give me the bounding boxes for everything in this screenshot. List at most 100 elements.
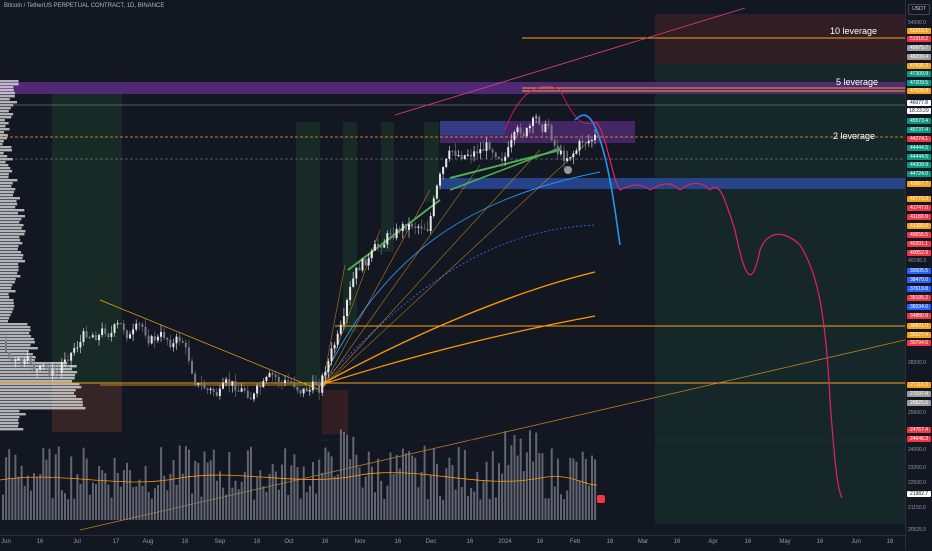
volume-bar bbox=[476, 471, 479, 520]
price-label: 39505.5 bbox=[907, 268, 931, 275]
candle-body bbox=[330, 348, 333, 362]
volume-profile-bar bbox=[0, 317, 10, 320]
volume-profile-bar bbox=[0, 308, 14, 311]
volume-profile-bar bbox=[0, 200, 17, 203]
flag-icon bbox=[597, 495, 605, 503]
candle-body bbox=[163, 331, 166, 339]
time-label: 16 bbox=[536, 539, 544, 545]
volume-profile-bar bbox=[0, 362, 68, 365]
candle-body bbox=[392, 234, 395, 239]
volume-bar bbox=[250, 446, 252, 520]
candle-body bbox=[293, 381, 296, 387]
candle-body bbox=[404, 224, 407, 230]
price-chart[interactable] bbox=[0, 0, 906, 535]
candle-body bbox=[346, 300, 348, 316]
time-label: Nov bbox=[354, 539, 366, 545]
volume-bar bbox=[26, 475, 29, 520]
candle-body bbox=[302, 388, 305, 394]
candle-body bbox=[73, 348, 76, 353]
volume-bar bbox=[491, 451, 494, 520]
currency-button[interactable]: USDT bbox=[908, 4, 930, 15]
volume-bar bbox=[231, 487, 234, 520]
volume-profile-bar bbox=[0, 254, 24, 257]
volume-bar bbox=[473, 491, 476, 520]
candle-body bbox=[435, 185, 438, 199]
candle-body bbox=[243, 388, 246, 391]
candle-body bbox=[181, 341, 184, 343]
volume-bar bbox=[411, 455, 414, 520]
volume-bar bbox=[29, 490, 32, 520]
price-label: 27037.4 bbox=[907, 391, 931, 398]
candle-body bbox=[57, 371, 60, 373]
volume-bar bbox=[377, 458, 380, 520]
volume-bar bbox=[222, 487, 225, 520]
volume-bar bbox=[420, 471, 423, 520]
volume-profile-bar bbox=[0, 314, 11, 317]
zone-red bbox=[655, 14, 905, 64]
volume-profile-bar bbox=[0, 224, 24, 227]
candle-body bbox=[497, 157, 500, 159]
volume-profile-bar bbox=[0, 326, 31, 329]
volume-bar bbox=[333, 476, 336, 520]
candle-body bbox=[395, 228, 398, 239]
candle-body bbox=[70, 352, 73, 361]
candle-body bbox=[519, 127, 522, 134]
candle-body bbox=[172, 343, 175, 348]
candle-body bbox=[290, 381, 293, 383]
volume-average bbox=[0, 472, 598, 486]
candle-body bbox=[119, 323, 122, 325]
candle-body bbox=[532, 117, 534, 126]
chart-canvas[interactable]: Bitcoin / TetherUS PERPETUAL CONTRACT, 1… bbox=[0, 0, 906, 535]
candle-body bbox=[538, 116, 541, 125]
candle-body bbox=[513, 132, 516, 141]
price-tick: 54000.0 bbox=[908, 20, 927, 26]
volume-profile-bar bbox=[0, 113, 14, 116]
candle-body bbox=[125, 330, 128, 339]
volume-bar bbox=[563, 499, 566, 520]
volume-profile-bar bbox=[0, 89, 14, 92]
price-scale[interactable]: USDT 54000.0 52215.1 51918.2 49975.7 48209.4… bbox=[905, 0, 932, 550]
volume-profile-bar bbox=[0, 383, 80, 386]
candle-body bbox=[153, 336, 156, 341]
volume-bar bbox=[188, 449, 190, 520]
volume-profile-bar bbox=[0, 179, 18, 182]
volume-profile-bar bbox=[0, 260, 26, 263]
volume-bar bbox=[405, 453, 407, 520]
volume-profile-bar bbox=[0, 386, 82, 389]
volume-bar bbox=[457, 447, 460, 520]
volume-bar bbox=[302, 466, 305, 520]
price-tick: 21150.0 bbox=[908, 505, 926, 511]
volume-bar bbox=[36, 477, 39, 520]
volume-profile-bar bbox=[0, 335, 32, 338]
time-scale[interactable]: Jun 16 Jul 17 Aug 16 Sep 16 Oct 16 Nov 16 Dec 16 2024 1… bbox=[0, 535, 905, 551]
candle-body bbox=[401, 224, 404, 232]
chart-title: Bitcoin / TetherUS PERPETUAL CONTRACT, 1… bbox=[4, 3, 165, 9]
volume-bar bbox=[60, 490, 63, 520]
volume-bar bbox=[318, 459, 321, 520]
candle-body bbox=[194, 373, 197, 385]
volume-bar bbox=[321, 472, 324, 520]
volume-bar bbox=[578, 480, 581, 520]
time-label: Sep bbox=[214, 539, 226, 545]
candle-body bbox=[535, 116, 538, 118]
volume-profile-bar bbox=[0, 131, 5, 134]
volume-bar bbox=[157, 485, 159, 520]
price-label: 40291.1 bbox=[907, 241, 931, 248]
candle-body bbox=[553, 140, 556, 146]
volume-bar bbox=[79, 483, 82, 520]
candle-body bbox=[98, 335, 100, 341]
candle-body bbox=[178, 336, 181, 342]
volume-bar bbox=[327, 451, 330, 520]
volume-bar bbox=[42, 448, 45, 520]
volume-bar bbox=[436, 463, 438, 520]
volume-bar bbox=[361, 487, 364, 520]
volume-profile-bar bbox=[0, 293, 9, 296]
volume-profile-bar bbox=[0, 242, 23, 245]
candle-body bbox=[318, 385, 321, 393]
volume-bar bbox=[591, 455, 593, 520]
candle-body bbox=[246, 390, 249, 398]
candle-body bbox=[169, 339, 172, 348]
volume-profile-bar bbox=[0, 197, 20, 200]
volume-bar bbox=[246, 450, 249, 520]
candle-body bbox=[138, 323, 141, 325]
